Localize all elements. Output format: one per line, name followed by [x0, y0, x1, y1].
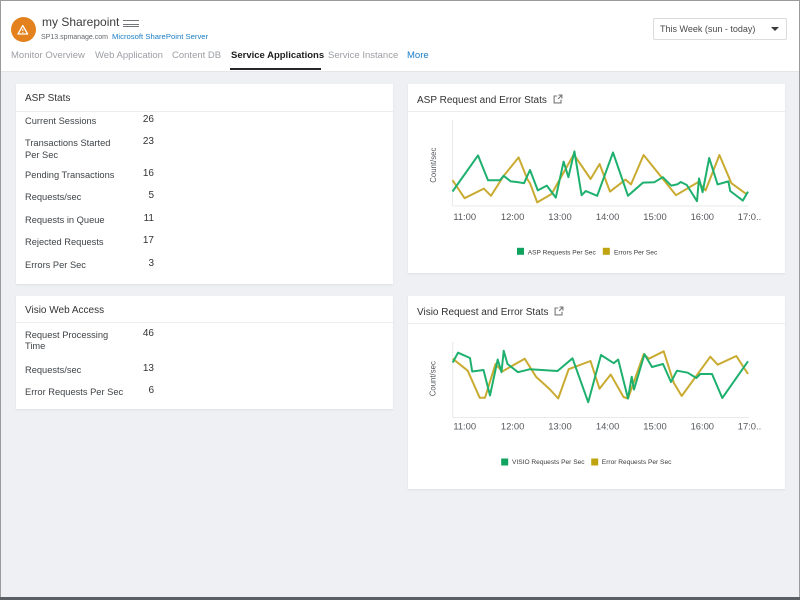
svg-text:Error Requests Per Sec: Error Requests Per Sec [602, 459, 672, 466]
svg-text:Count/sec: Count/sec [429, 361, 438, 396]
svg-text:Errors Per Sec: Errors Per Sec [614, 250, 658, 257]
svg-text:14:00: 14:00 [596, 211, 619, 222]
svg-text:17:0..: 17:0.. [738, 421, 761, 432]
svg-text:14:00: 14:00 [596, 421, 619, 432]
svg-text:13:00: 13:00 [548, 421, 571, 432]
svg-text:16:00: 16:00 [691, 421, 714, 432]
svg-text:13:00: 13:00 [548, 211, 571, 222]
svg-text:11:00: 11:00 [453, 421, 476, 432]
svg-text:15:00: 15:00 [643, 421, 666, 432]
svg-text:16:00: 16:00 [691, 211, 714, 222]
svg-text:17:0..: 17:0.. [738, 211, 761, 222]
svg-text:VISIO Requests Per Sec: VISIO Requests Per Sec [512, 459, 585, 466]
svg-text:12:00: 12:00 [501, 211, 524, 222]
svg-text:Count/sec: Count/sec [429, 148, 438, 183]
svg-text:15:00: 15:00 [643, 211, 666, 222]
svg-text:ASP Requests Per Sec: ASP Requests Per Sec [528, 250, 597, 257]
svg-text:11:00: 11:00 [453, 211, 476, 222]
svg-text:12:00: 12:00 [501, 421, 524, 432]
